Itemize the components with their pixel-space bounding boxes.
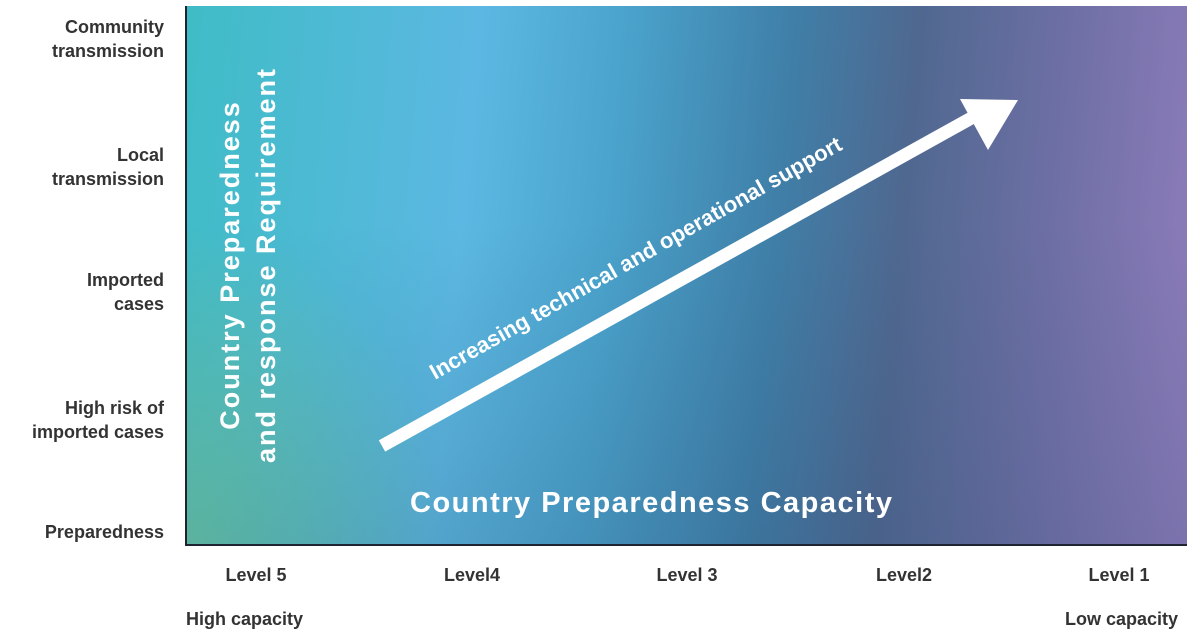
y-label-preparedness: Preparedness xyxy=(44,522,164,542)
x-label-level-3: Level 3 xyxy=(656,565,718,585)
x-label-level-4: Level4 xyxy=(443,565,501,585)
support-arrow-shaft xyxy=(378,110,979,452)
y-label-community-transmission: Community transmission xyxy=(51,17,164,61)
x-label-level-1: Level 1 xyxy=(1088,565,1150,585)
x-label-level-2: Level2 xyxy=(875,565,933,585)
y-label-local-transmission: Local transmission xyxy=(51,145,164,189)
y-label-imported-cases: Imported cases xyxy=(86,270,164,314)
x-label-level-5: Level 5 xyxy=(225,565,287,585)
horizontal-title: Country Preparedness Capacity xyxy=(410,487,894,519)
arrow-label: Increasing technical and operational sup… xyxy=(425,131,846,384)
low-capacity-note: Low capacity xyxy=(1064,609,1178,629)
high-capacity-note: High capacity xyxy=(186,609,304,629)
y-label-high-risk-imported-cases: High risk of imported cases xyxy=(31,398,164,442)
support-arrow-head xyxy=(960,99,1018,150)
